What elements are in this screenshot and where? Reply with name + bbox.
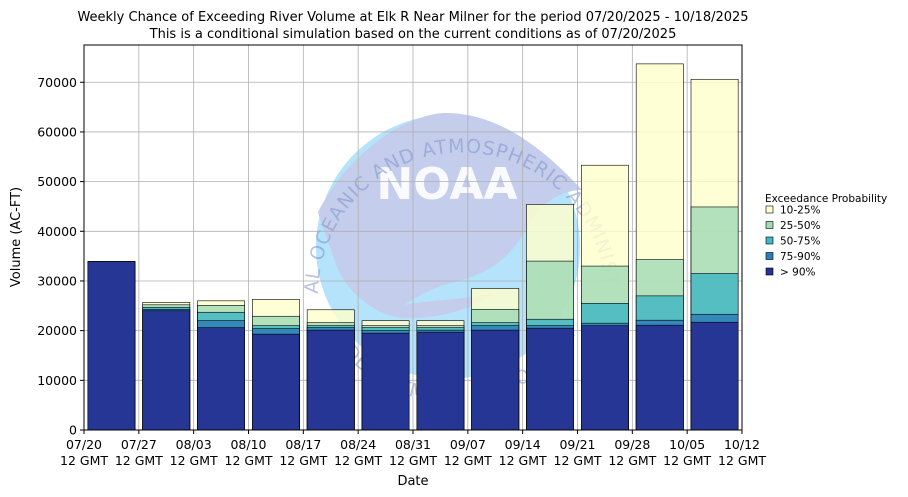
x-tick-label-time: 12 GMT <box>608 453 656 468</box>
bar-90-week-7 <box>416 331 465 431</box>
legend-label: > 90% <box>780 267 815 279</box>
legend-title: Exceedance Probability <box>765 193 887 205</box>
y-tick-label: 10000 <box>37 373 77 388</box>
y-tick-label: 70000 <box>37 75 77 90</box>
x-tick-label-time: 12 GMT <box>334 453 382 468</box>
legend-swatch <box>765 267 774 276</box>
x-tick-label-date: 10/12 <box>724 437 760 452</box>
chart-title: Weekly Chance of Exceeding River Volume … <box>77 10 748 25</box>
bar-90-week-9 <box>526 327 574 431</box>
x-tick-label-time: 12 GMT <box>718 453 766 468</box>
x-tick-label-date: 08/17 <box>285 437 321 452</box>
y-tick-label: 0 <box>69 423 77 438</box>
x-tick-label-date: 08/24 <box>340 437 376 452</box>
y-axis-ticks: 0 10000 20000 30000 40000 50000 60000 70000 <box>37 75 84 438</box>
x-tick-label-time: 12 GMT <box>499 453 547 468</box>
bar-90-week-11 <box>635 324 684 431</box>
x-axis-label: Date <box>397 474 428 489</box>
x-tick-label-date: 10/05 <box>669 437 705 452</box>
legend-label: 25-50% <box>780 220 821 232</box>
x-tick-label-time: 12 GMT <box>554 453 602 468</box>
legend: Exceedance Probability 10-25% 25-50% 50-75… <box>765 193 887 279</box>
x-tick-label-date: 08/10 <box>230 437 266 452</box>
bar-90-week-2 <box>142 310 191 431</box>
legend-swatch <box>765 236 774 245</box>
x-tick-label-date: 09/14 <box>505 437 541 452</box>
legend-label: 50-75% <box>780 236 821 248</box>
x-tick-label-time: 12 GMT <box>279 453 327 468</box>
x-tick-label-time: 12 GMT <box>60 453 108 468</box>
x-tick-label-date: 09/21 <box>559 437 595 452</box>
bar-90-week-1 <box>87 261 136 431</box>
y-tick-label: 40000 <box>37 224 77 239</box>
y-tick-label: 20000 <box>37 323 77 338</box>
bar-90-week-12 <box>690 321 739 431</box>
legend-swatch <box>765 205 774 214</box>
noaa-logo-bird <box>318 112 582 319</box>
bar-90-week-3 <box>197 327 245 431</box>
legend-swatch <box>765 252 774 260</box>
x-tick-label-date: 07/27 <box>121 437 157 452</box>
legend-swatch <box>765 221 774 229</box>
x-tick-label-date: 09/07 <box>450 437 486 452</box>
x-tick-label-date: 08/03 <box>176 437 212 452</box>
chart-subtitle: This is a conditional simulation based o… <box>149 27 677 42</box>
x-tick-label-time: 12 GMT <box>115 453 163 468</box>
x-tick-label-time: 12 GMT <box>663 453 711 468</box>
x-tick-label-time: 12 GMT <box>389 453 437 468</box>
y-tick-label: 30000 <box>37 273 77 288</box>
x-tick-label-date: 09/28 <box>614 437 650 452</box>
y-tick-label: 60000 <box>37 124 77 139</box>
bar-90-week-8 <box>471 329 520 431</box>
x-tick-label-time: 12 GMT <box>170 453 218 468</box>
bar-90-week-4 <box>252 333 300 431</box>
y-tick-label: 50000 <box>37 174 77 189</box>
noaa-logo-text: NOAA <box>376 159 517 210</box>
bar-90-week-6 <box>361 332 410 431</box>
x-tick-label-time: 12 GMT <box>444 453 492 468</box>
y-axis-label: Volume (AC-FT) <box>9 187 24 287</box>
x-tick-label-date: 07/20 <box>66 437 102 452</box>
bar-90-week-10 <box>581 325 629 431</box>
legend-label: 75-90% <box>780 251 821 263</box>
x-tick-label-time: 12 GMT <box>225 453 273 468</box>
x-tick-label-date: 08/31 <box>395 437 431 452</box>
legend-label: 10-25% <box>780 205 821 217</box>
bar-90-week-5 <box>306 329 355 431</box>
